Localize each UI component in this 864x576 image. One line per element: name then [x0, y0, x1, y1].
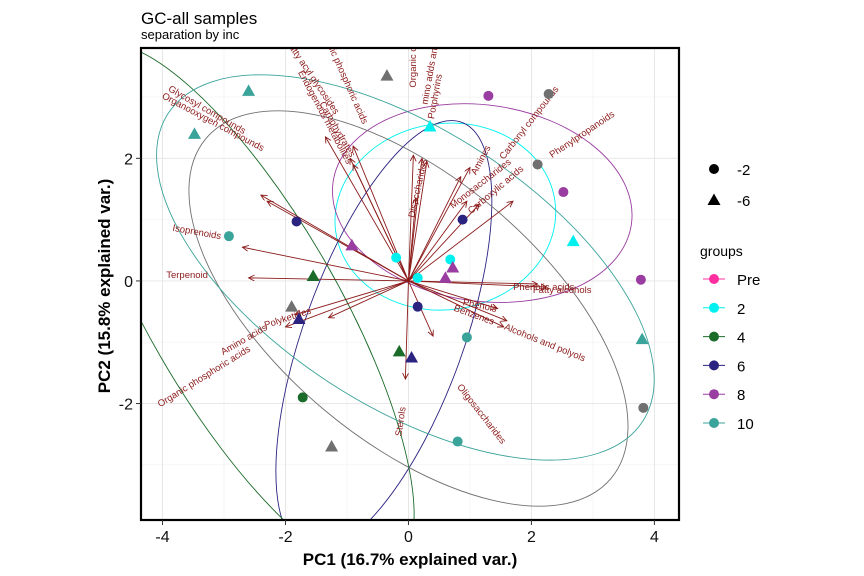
- x-tick-label: 2: [527, 529, 536, 546]
- color-legend-label: 10: [737, 416, 754, 433]
- loading-arrow: [408, 198, 415, 281]
- group-ellipses: [141, 48, 655, 520]
- point-circle: [461, 332, 472, 343]
- color-legend-label: Pre: [737, 272, 760, 289]
- ellipse-gray: [188, 110, 629, 507]
- legend-key-circle: [709, 164, 719, 174]
- point-circle: [291, 216, 302, 227]
- point-triangle: [423, 119, 437, 132]
- point-circle: [412, 301, 423, 312]
- point-circle: [223, 231, 234, 242]
- x-tick-label: 4: [650, 529, 659, 546]
- loading-arrow: [267, 201, 409, 282]
- point-triangle: [187, 127, 201, 139]
- color-legend-label: 4: [737, 330, 745, 347]
- loading-arrow: [408, 161, 426, 282]
- loading-label: Sterols: [394, 406, 409, 437]
- color-legend-label: 6: [737, 358, 745, 375]
- ellipse-4: [141, 48, 415, 520]
- color-legend: groups Pre 2 4 6 8 10: [700, 243, 760, 433]
- point-triangle: [438, 271, 452, 283]
- point-triangle: [635, 332, 649, 345]
- point-circle: [483, 90, 494, 101]
- loading-arrow: [408, 201, 513, 282]
- color-legend-label: 2: [737, 301, 745, 318]
- loading-arrow: [408, 201, 466, 282]
- x-axis-title: PC1 (16.7% explained var.): [303, 550, 518, 569]
- loading-arrow: [408, 280, 546, 287]
- y-axis-ticks: -2 0 2: [119, 151, 141, 414]
- point-triangle: [306, 269, 320, 282]
- y-axis-title: PC2 (15.8% explained var.): [95, 179, 114, 394]
- loading-arrow: [408, 280, 506, 321]
- point-circle: [638, 402, 649, 413]
- loading-arrow: [408, 168, 469, 282]
- point-triangle: [242, 84, 256, 96]
- plot-border: [139, 46, 681, 522]
- loading-label: Fatty alcohols: [533, 285, 592, 296]
- ellipse-8: [331, 103, 633, 303]
- legend-key-dot: [709, 331, 719, 342]
- legend-key-dot: [709, 274, 719, 284]
- loading-arrow: [329, 280, 409, 318]
- point-triangle: [345, 238, 359, 251]
- point-circle: [532, 159, 543, 170]
- legend-key-dot: [709, 389, 719, 400]
- point-triangle: [292, 312, 306, 324]
- ellipse-10: [156, 74, 655, 461]
- point-triangle: [566, 234, 580, 247]
- x-tick-label: 0: [404, 529, 413, 546]
- point-circle: [457, 214, 468, 225]
- point-triangle: [380, 69, 394, 81]
- point-circle: [543, 88, 554, 99]
- point-circle: [412, 272, 423, 283]
- x-axis-ticks: -4 -2 0 2 4: [155, 520, 659, 546]
- loading-arrow: [405, 280, 409, 379]
- legend-key-dot: [709, 418, 719, 428]
- y-tick-label: -2: [119, 397, 133, 414]
- loading-arrow: [408, 177, 460, 282]
- point-triangle: [392, 344, 406, 357]
- point-circle: [635, 274, 646, 285]
- loading-arrow: [285, 280, 409, 327]
- loading-arrow: [408, 280, 503, 327]
- loading-arrow: [249, 278, 409, 282]
- y-tick-label: 0: [124, 274, 133, 291]
- x-tick-label: -2: [278, 529, 292, 546]
- point-circle: [297, 392, 308, 403]
- chart-subtitle: separation by inc: [141, 27, 240, 42]
- loading-arrow: [295, 280, 409, 315]
- point-triangle: [285, 300, 299, 312]
- loading-arrow: [408, 204, 479, 282]
- loading-label: Organic c...: [408, 39, 419, 88]
- loading-arrow: [408, 155, 413, 281]
- point-circle: [558, 187, 569, 198]
- legend-key-dot: [709, 360, 719, 371]
- sample-points: [187, 69, 649, 452]
- point-triangle: [446, 260, 460, 273]
- shape-legend: -2 -6: [707, 162, 750, 210]
- y-tick-label: 2: [124, 151, 133, 168]
- point-triangle: [325, 439, 339, 452]
- shape-legend-label: -6: [737, 193, 750, 210]
- shape-legend-label: -2: [737, 162, 750, 179]
- x-tick-label: -4: [155, 529, 169, 546]
- color-legend-label: 8: [737, 387, 745, 404]
- chart-title: GC-all samples: [141, 9, 257, 28]
- color-legend-title: groups: [700, 243, 743, 259]
- ellipse-6: [275, 120, 493, 520]
- loading-arrow: [242, 247, 409, 282]
- point-circle: [391, 252, 402, 263]
- point-circle: [452, 436, 463, 447]
- legend-key-triangle: [707, 193, 721, 205]
- loading-arrow: [408, 280, 497, 309]
- point-triangle: [405, 351, 419, 363]
- loading-label: Terpenoid: [166, 270, 208, 281]
- legend-key-dot: [709, 302, 719, 313]
